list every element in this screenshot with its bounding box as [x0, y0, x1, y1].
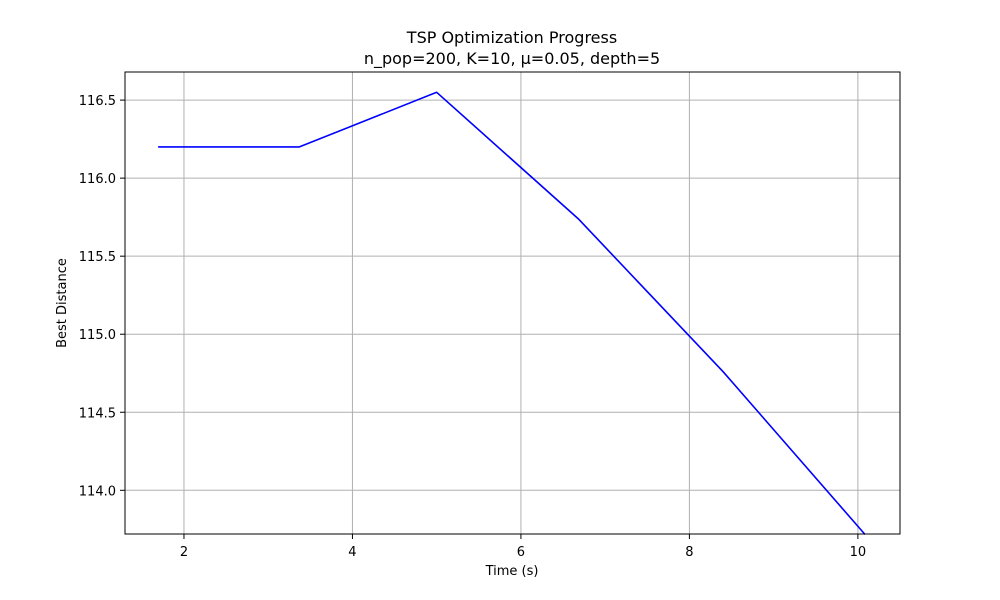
plot-frame: [124, 71, 901, 535]
x-axis-label: Time (s): [485, 564, 539, 579]
y-tick-label: 115.5: [79, 250, 116, 265]
y-tick-label: 116.0: [79, 172, 116, 187]
chart-title: TSP Optimization Progress: [406, 28, 617, 47]
x-tick-label: 2: [180, 545, 188, 560]
y-tick-label: 115.0: [79, 328, 116, 343]
y-tick-label: 114.0: [79, 484, 116, 499]
y-axis-label: Best Distance: [55, 258, 70, 348]
chart-subtitle: n_pop=200, K=10, μ=0.05, depth=5: [364, 49, 660, 69]
x-tick-label: 10: [850, 545, 867, 560]
grid-lines: [125, 72, 900, 534]
y-tick-label: 114.5: [79, 406, 116, 421]
series-lines: [157, 91, 866, 535]
y-axis-ticks: 114.0 114.5 115.0 115.5 116.0 116.5: [79, 94, 125, 499]
x-axis-ticks: 2 4 6 8 10: [180, 534, 866, 560]
x-tick-label: 4: [348, 545, 356, 560]
x-tick-label: 8: [685, 545, 693, 560]
x-tick-label: 6: [517, 545, 525, 560]
series-line: [157, 91, 866, 535]
y-tick-label: 116.5: [79, 94, 116, 109]
